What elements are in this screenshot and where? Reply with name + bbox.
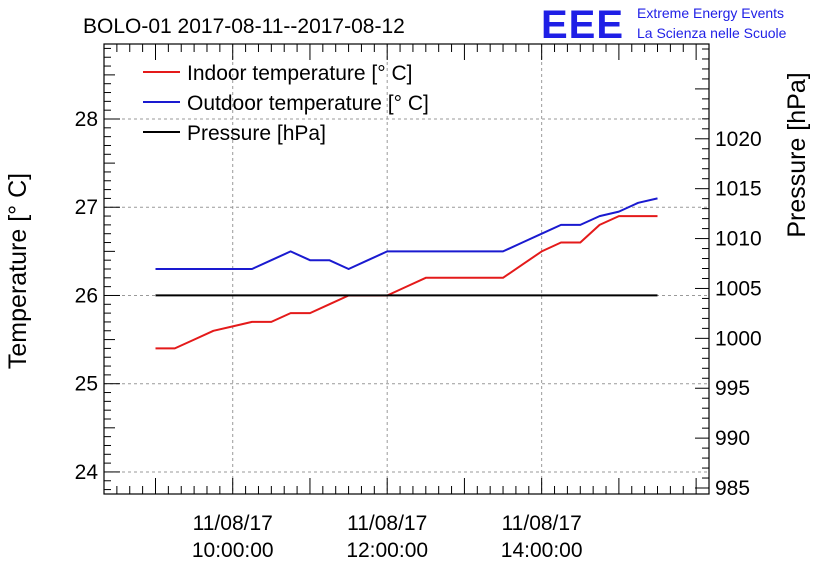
legend-label-indoor: Indoor temperature [° C] [187,62,413,85]
grid [104,44,709,494]
y-left-tick-label: 24 [75,461,99,484]
y-left-tick-label: 27 [75,196,98,219]
y-right-tick-label: 1015 [715,178,762,201]
y-right-tick-label: 1010 [715,228,762,251]
logo-letters: EEE [541,3,624,47]
legend-label-outdoor: Outdoor temperature [° C] [187,92,429,115]
y-left-tick-label: 28 [75,108,98,131]
series-line-1 [155,197,658,270]
x-tick-label-time: 14:00:00 [501,539,583,562]
y-right-tick-label: 985 [715,477,750,500]
series-line-0 [155,215,658,350]
y-left-tick-label: 25 [75,373,98,396]
logo-line2: La Scienza nelle Scuole [637,25,787,41]
series-layer [155,197,658,350]
legend: Indoor temperature [° C] Outdoor tempera… [143,62,429,145]
y-left-axis-title: Temperature [° C] [4,173,32,369]
logo-line1: Extreme Energy Events [637,5,784,21]
chart-title: BOLO-01 2017-08-11--2017-08-12 [83,15,405,38]
x-tick-label-date: 11/08/17 [193,512,273,535]
eee-logo: EEE Extreme Energy Events La Scienza nel… [541,3,787,47]
y-right-tick-label: 1000 [715,327,762,350]
y-right-tick-label: 995 [715,377,750,400]
y-right-axis-title: Pressure [hPa] [783,72,811,237]
y-right-tick-label: 1005 [715,277,762,300]
y-right-tick-label: 990 [715,427,750,450]
x-tick-label-date: 11/08/17 [502,512,582,535]
x-tick-label-time: 10:00:00 [192,539,274,562]
y-left-tick-label: 26 [75,284,98,307]
axes: 24 25 26 27 28 985 990 995 1000 1005 1010 1015 1020 1… [75,44,762,562]
y-right-tick-label: 1020 [715,128,762,151]
legend-label-pressure: Pressure [hPa] [187,122,326,145]
x-tick-label-time: 12:00:00 [346,539,428,562]
x-tick-label-date: 11/08/17 [347,512,427,535]
